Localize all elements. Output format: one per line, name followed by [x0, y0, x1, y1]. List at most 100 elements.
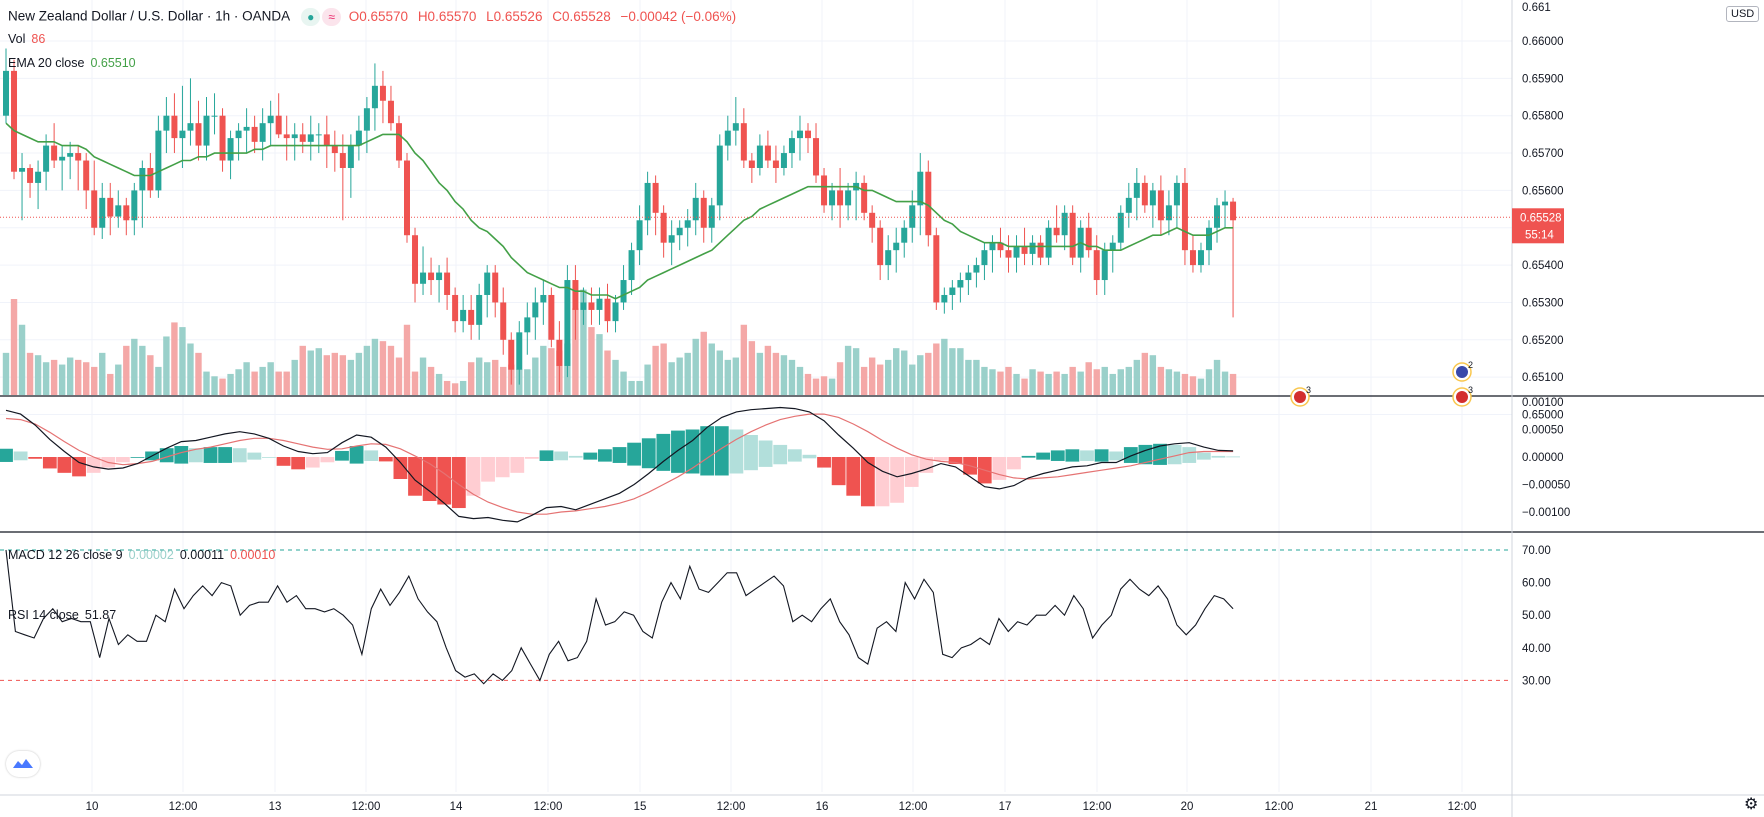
macd-histogram-bar — [729, 429, 744, 474]
volume-bar — [403, 324, 411, 395]
volume-bar — [1117, 369, 1124, 395]
tradingview-logo[interactable] — [6, 751, 40, 777]
volume-bar — [411, 371, 419, 395]
logo-icon — [13, 759, 33, 768]
time-tick-label: 12:00 — [1083, 801, 1112, 813]
rsi-layer — [0, 549, 1512, 685]
volume-bar — [700, 331, 707, 395]
macd-histogram-bar — [28, 457, 43, 459]
volume-bar — [965, 359, 972, 395]
macd-histogram-bar — [0, 448, 13, 462]
volume-bar — [732, 357, 740, 395]
volume-bar — [692, 338, 699, 395]
candle-body — [1013, 246, 1020, 258]
candle-body — [973, 265, 980, 273]
settings-gear-icon[interactable]: ⚙ — [1744, 796, 1759, 813]
macd-histogram-bar — [714, 426, 729, 476]
volume-bar — [997, 371, 1004, 395]
last-price-tag — [1512, 208, 1564, 244]
volume-bar — [18, 324, 26, 395]
ema-legend[interactable]: EMA 20 close 0.65510 — [8, 56, 136, 70]
volume-bar — [1037, 371, 1044, 395]
candle-body — [476, 294, 483, 325]
candle-body — [11, 70, 18, 172]
candle-body — [965, 272, 972, 281]
candle-body — [508, 339, 515, 370]
volume-bar — [740, 324, 748, 395]
macd-legend[interactable]: MACD 12 26 close 9 0.00002 0.00011 0.00010 — [8, 548, 275, 562]
volume-bar — [604, 350, 611, 395]
candle-body — [780, 153, 787, 168]
volume-bar — [155, 366, 162, 395]
volume-bar — [532, 357, 539, 395]
candle-body — [805, 130, 811, 139]
candle-body — [580, 302, 587, 310]
price-tick-label: 0.65100 — [1522, 372, 1564, 384]
volume-bar — [1109, 373, 1116, 395]
candle-body — [187, 123, 194, 131]
volume-bar — [2, 352, 10, 395]
candle-body — [91, 190, 98, 228]
macd-hist-value: 0.00002 — [128, 548, 174, 562]
candle-body — [708, 205, 715, 228]
time-tick-label: 12:00 — [534, 801, 563, 813]
candle-body — [363, 108, 370, 131]
volume-bar — [1125, 366, 1132, 395]
volume-bar — [219, 378, 226, 395]
candle-body — [171, 115, 178, 139]
symbol-title[interactable]: New Zealand Dollar / U.S. Dollar · 1h · … — [8, 8, 290, 24]
volume-bar — [339, 355, 347, 395]
volume-legend[interactable]: Vol 86 — [8, 32, 45, 46]
macd-histogram-bar — [232, 448, 247, 463]
volume-bar — [419, 357, 427, 395]
candle-body — [756, 145, 763, 168]
candle-body — [845, 190, 852, 206]
economic-events[interactable]: 3 2 3 — [1290, 360, 1473, 407]
candle-body — [588, 302, 595, 310]
candle-body — [331, 145, 338, 154]
macd-histogram-bar — [86, 457, 101, 473]
data-mode-badge[interactable]: ≈ — [322, 8, 341, 26]
macd-histogram-bar — [758, 440, 773, 467]
candle-body — [484, 272, 491, 295]
candle-body — [556, 339, 563, 366]
currency-button[interactable]: USD — [1726, 6, 1760, 22]
volume-bar — [427, 366, 435, 395]
volume-bar — [860, 366, 868, 395]
macd-histogram-bar — [583, 452, 598, 460]
market-status-badge[interactable]: ● — [301, 8, 321, 26]
candle-body — [67, 153, 74, 157]
price-tick-label: 0.65000 — [1522, 410, 1564, 422]
macd-histogram-bar — [1211, 455, 1226, 458]
volume-bar — [42, 362, 50, 395]
event-flag-icon — [1456, 391, 1468, 403]
candle-body — [829, 190, 836, 206]
event-count: 2 — [1468, 360, 1473, 370]
candle-body — [1197, 250, 1204, 266]
volume-bar — [748, 341, 756, 395]
candle-body — [3, 70, 9, 116]
candle-body — [147, 167, 154, 191]
time-tick-label: 13 — [269, 801, 282, 813]
macd-histogram-bar — [933, 457, 948, 461]
volume-bar — [131, 338, 138, 395]
close-value: C0.65528 — [552, 8, 611, 24]
volume-bar — [1053, 371, 1060, 395]
volume-bar — [852, 348, 860, 395]
candle-body — [724, 130, 731, 146]
volume-bar — [636, 380, 643, 395]
candle-body — [981, 250, 988, 266]
candle-body — [548, 294, 555, 340]
volume-bar — [1213, 359, 1221, 395]
volume-bar — [949, 348, 956, 395]
macd-histogram-bar — [904, 457, 919, 487]
candle-body — [1181, 182, 1188, 251]
volume-bar — [572, 308, 579, 395]
macd-value: 0.00011 — [179, 548, 225, 562]
macd-histogram-bar — [320, 457, 335, 463]
rsi-legend[interactable]: RSI 14 close 51.87 — [8, 608, 116, 622]
candle-body — [412, 235, 419, 284]
volume-bar — [484, 362, 491, 395]
candle-body — [716, 145, 723, 206]
